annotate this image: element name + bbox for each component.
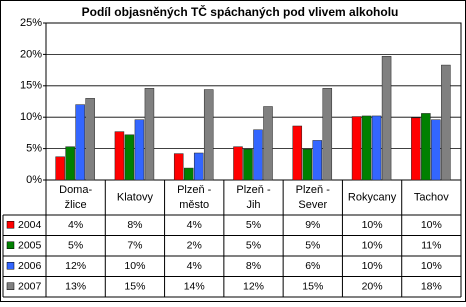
- bar: [312, 140, 323, 181]
- legend-key: [6, 262, 15, 270]
- data-label: 2%: [187, 240, 202, 252]
- bar: [173, 153, 184, 181]
- data-label: 8%: [246, 260, 261, 272]
- bar: [124, 134, 135, 181]
- data-label: 5%: [305, 240, 320, 252]
- data-label: 5%: [246, 219, 261, 231]
- legend-key: [6, 241, 15, 249]
- data-label: 10%: [421, 219, 442, 231]
- x-tick-label: Doma-: [59, 184, 92, 196]
- bar: [381, 56, 392, 181]
- bar: [441, 64, 451, 181]
- bar: [193, 152, 204, 181]
- data-label: 5%: [246, 240, 261, 252]
- bar: [75, 104, 85, 181]
- data-label: 4%: [187, 219, 202, 231]
- x-tick-label: Rokycany: [348, 191, 397, 203]
- data-label: 10%: [362, 260, 383, 272]
- data-label: 11%: [421, 240, 441, 252]
- data-label: 10%: [124, 260, 145, 272]
- bar: [65, 146, 75, 181]
- bar: [302, 148, 313, 181]
- data-label: 6%: [305, 260, 320, 272]
- data-label: 20%: [362, 281, 383, 293]
- legend-key: [6, 282, 15, 290]
- bar: [322, 88, 333, 181]
- x-tick-label: město: [179, 199, 209, 211]
- data-label: 12%: [65, 260, 86, 272]
- x-tick-label: žlice: [65, 199, 87, 211]
- data-label: 9%: [305, 219, 320, 231]
- bar: [55, 156, 65, 181]
- bar: [351, 116, 362, 181]
- y-tick-label: 15%: [20, 80, 42, 92]
- bar: [134, 119, 145, 181]
- y-tick-label: 5%: [26, 143, 42, 155]
- data-label: 4%: [187, 260, 202, 272]
- chart-title: Podíl objasněných TČ spáchaných pod vliv…: [82, 4, 399, 19]
- bar: [361, 115, 372, 181]
- x-tick-label: Jih: [246, 199, 260, 211]
- bar: [203, 89, 214, 181]
- bar: [263, 106, 273, 181]
- bar: [114, 131, 125, 181]
- bar: [411, 117, 421, 181]
- data-label: 4%: [68, 219, 83, 231]
- bar: [292, 125, 303, 181]
- bar: [253, 129, 263, 181]
- data-label: 10%: [421, 260, 442, 272]
- legend-label: 2006: [18, 260, 42, 272]
- x-tick-label: Klatovy: [117, 191, 154, 203]
- y-tick-label: 10%: [20, 111, 42, 123]
- data-label: 7%: [127, 240, 142, 252]
- x-tick-label: Tachov: [414, 191, 449, 203]
- y-tick-label: 0%: [26, 174, 42, 186]
- data-label: 15%: [302, 281, 323, 293]
- bar: [144, 88, 155, 181]
- data-label: 10%: [362, 219, 383, 231]
- bar: [243, 148, 253, 181]
- x-tick-label: Plzeň -: [296, 184, 331, 196]
- y-tick-label: 20%: [20, 48, 42, 60]
- legend-key: [6, 221, 15, 229]
- data-label: 5%: [68, 240, 83, 252]
- x-tick-label: Plzeň -: [236, 184, 271, 196]
- bar: [183, 167, 194, 181]
- bar: [233, 146, 243, 181]
- y-tick-label: 25%: [20, 17, 42, 29]
- x-tick-label: Plzeň -: [177, 184, 212, 196]
- bar: [85, 98, 95, 181]
- data-label: 18%: [421, 281, 442, 293]
- legend-label: 2005: [18, 240, 42, 252]
- data-label: 12%: [243, 281, 264, 293]
- data-label: 13%: [65, 281, 86, 293]
- x-tick-label: Sever: [298, 199, 327, 211]
- data-label: 8%: [127, 219, 142, 231]
- legend-label: 2007: [18, 281, 42, 293]
- data-label: 10%: [362, 240, 383, 252]
- data-label: 15%: [124, 281, 145, 293]
- bar: [431, 119, 441, 181]
- data-label: 14%: [184, 281, 205, 293]
- bar: [421, 113, 431, 181]
- legend-label: 2004: [18, 219, 42, 231]
- bar: [371, 115, 382, 181]
